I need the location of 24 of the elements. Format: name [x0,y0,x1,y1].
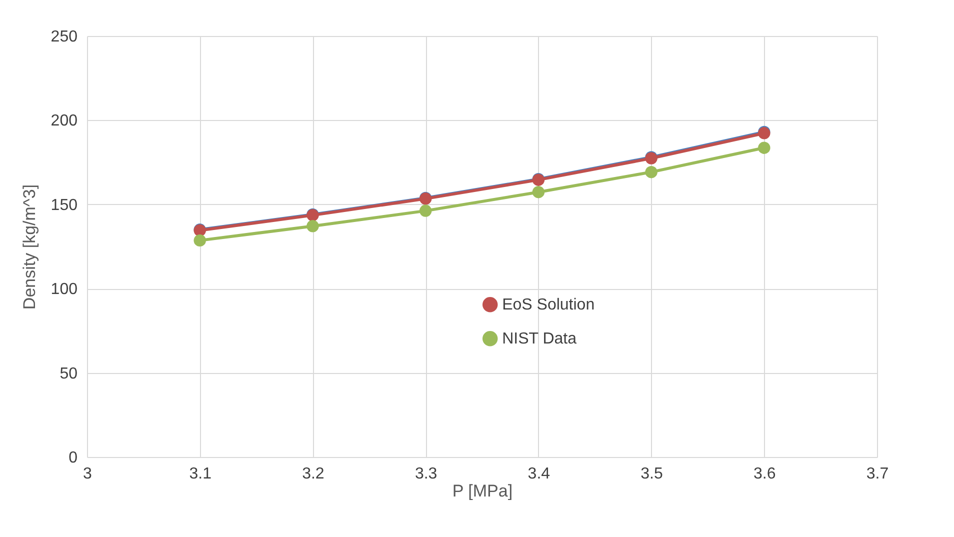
x-tick-label: 3 [83,466,92,482]
y-tick-label: 250 [50,28,78,46]
legend-label: EoS Solution [502,296,595,314]
legend-label: NIST Data [502,330,577,348]
point [194,234,206,247]
y-tick-label: 50 [60,365,78,382]
point [532,186,545,198]
point [758,142,770,154]
y-tick-label: 100 [50,281,78,298]
x-tick-label: 3.7 [866,466,889,482]
x-tick-label: 3.5 [640,466,664,482]
point [419,204,432,217]
x-axis-title: P [MPa] [452,482,513,500]
x-tick-label: 3.2 [302,466,324,482]
point [645,166,658,178]
y-tick-label: 150 [50,196,78,214]
x-tick-label: 3.6 [754,466,776,482]
y-tick-label: 0 [68,450,78,466]
x-tick-label: 3.4 [528,466,550,482]
point [306,220,319,232]
y-tick-label: 200 [50,112,78,130]
x-tick-label: 3.3 [414,466,438,482]
y-axis-title: Density [kg/m^3] [20,184,39,310]
x-tick-label: 3.1 [189,466,212,482]
